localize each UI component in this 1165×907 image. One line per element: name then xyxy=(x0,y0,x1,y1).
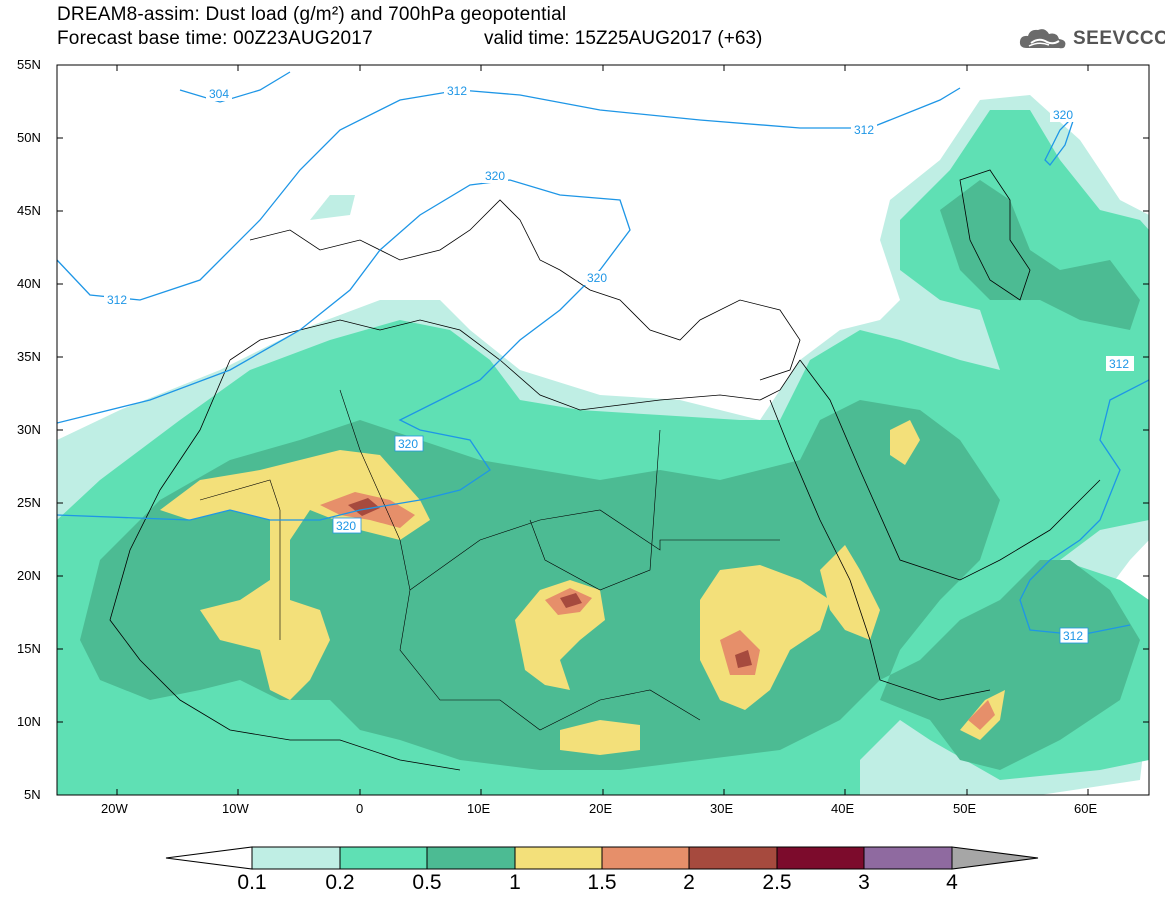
lon-label: 20E xyxy=(589,801,613,816)
contour-label: 320 xyxy=(1053,108,1073,122)
colorbar-segment xyxy=(251,846,341,870)
coastlines xyxy=(109,169,1101,771)
colorbar-segment xyxy=(776,846,865,870)
colorbar-label: 4 xyxy=(946,871,958,894)
contour-label: 320 xyxy=(485,169,505,183)
lon-label: 30E xyxy=(710,801,734,816)
lat-label: 15N xyxy=(17,641,41,656)
contour-312-east xyxy=(1019,379,1149,636)
dust-level-10-southchad xyxy=(560,720,640,755)
coastline-red-sea xyxy=(769,399,991,701)
colorbar-over xyxy=(951,846,1039,870)
valid-time: valid time: 15Z25AUG2017 (+63) xyxy=(484,28,763,49)
lat-label: 5N xyxy=(24,787,41,802)
colorbar-label: 3 xyxy=(858,871,870,894)
dust-level-05-caspian xyxy=(940,180,1140,330)
coastline-caspian xyxy=(959,169,1031,301)
lat-label: 20N xyxy=(17,568,41,583)
colorbar-segment xyxy=(863,846,953,870)
lon-label: 50E xyxy=(953,801,977,816)
contour-label: 320 xyxy=(587,271,607,285)
colorbar xyxy=(165,846,1039,870)
colorbar-segment xyxy=(426,846,516,870)
contour-label: 312 xyxy=(1109,357,1129,371)
dust-level-10-redsea xyxy=(820,545,880,640)
contour-304 xyxy=(179,71,291,103)
coastline-arabia xyxy=(799,359,1101,581)
seevccc-logo: SEEVCCC xyxy=(1017,26,1165,52)
contour-320-sahara xyxy=(57,379,491,521)
lat-label: 50N xyxy=(17,130,41,145)
colorbar-segment xyxy=(601,846,690,870)
map-title: DREAM8-assim: Dust load (g/m²) and 700hP… xyxy=(57,4,567,25)
colorbar-label: 0.1 xyxy=(237,871,267,894)
lon-label: 0 xyxy=(356,801,364,816)
dust-level-20-sudan xyxy=(735,650,752,668)
contour-312-north xyxy=(57,87,961,301)
contour-labels: 304 312 312 312 320 320 320 320 312 312 … xyxy=(104,84,1134,644)
colorbar-segment xyxy=(339,846,428,870)
lon-label: 20W xyxy=(101,801,128,816)
colorbar-label: 0.2 xyxy=(325,871,355,894)
contour-label: 312 xyxy=(854,123,874,137)
border-lines xyxy=(199,389,780,731)
lon-label: 10E xyxy=(467,801,491,816)
colorbar-label: 2 xyxy=(683,871,695,894)
lat-label: 55N xyxy=(17,57,41,72)
dust-field xyxy=(57,95,1149,795)
lat-label: 45N xyxy=(17,203,41,218)
colorbar-segment xyxy=(688,846,778,870)
contour-label: 312 xyxy=(107,293,127,307)
colorbar-label: 0.5 xyxy=(412,871,442,894)
lat-label: 40N xyxy=(17,276,41,291)
lat-label: 35N xyxy=(17,349,41,364)
colorbar-segment xyxy=(514,846,603,870)
colorbar-label: 1.5 xyxy=(587,871,617,894)
lon-label: 10W xyxy=(222,801,249,816)
logo-text: SEEVCCC xyxy=(1073,28,1165,49)
dust-level-20-chad xyxy=(560,593,582,608)
lat-label: 10N xyxy=(17,714,41,729)
contour-320-east xyxy=(1044,114,1076,166)
contour-label: 320 xyxy=(336,519,356,533)
coastline-north-africa xyxy=(229,319,801,411)
coastline-west-africa xyxy=(109,359,461,771)
cloud-icon xyxy=(1019,29,1066,49)
contour-label: 320 xyxy=(398,437,418,451)
colorbar-under xyxy=(165,846,253,870)
contour-label: 304 xyxy=(209,87,229,101)
lon-label: 60E xyxy=(1074,801,1098,816)
dust-level-10-arabia xyxy=(890,420,920,465)
lat-label: 30N xyxy=(17,422,41,437)
contour-label: 312 xyxy=(447,84,467,98)
colorbar-label: 2.5 xyxy=(762,871,792,894)
dust-level-01-west xyxy=(310,195,355,220)
colorbar-label: 1 xyxy=(509,871,521,894)
contour-label: 312 xyxy=(1063,629,1083,643)
axis-ticks xyxy=(57,64,1149,795)
dust-level-15-somalia xyxy=(968,700,995,730)
coastline-europe xyxy=(249,199,801,381)
dust-level-20-sahara xyxy=(348,498,380,516)
lat-label: 25N xyxy=(17,495,41,510)
forecast-base-time: Forecast base time: 00Z23AUG2017 xyxy=(57,28,373,49)
lon-label: 40E xyxy=(831,801,855,816)
